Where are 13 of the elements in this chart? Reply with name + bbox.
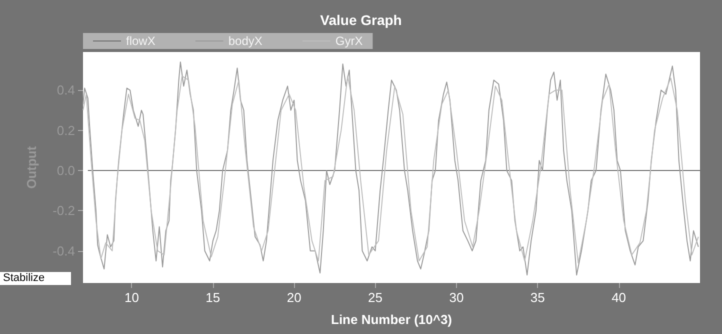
x-axis-title: Line Number (10^3) <box>330 312 452 327</box>
x-tick-label: 15 <box>206 290 220 305</box>
legend-label: flowX <box>126 34 156 48</box>
x-tick-label: 10 <box>124 290 139 305</box>
x-tick-label: 20 <box>286 290 302 305</box>
stabilize-button: Stabilize <box>0 272 71 285</box>
x-tick-label: 30 <box>449 290 464 305</box>
x-tick-label: 40 <box>612 290 626 305</box>
legend-label: GyrX <box>335 34 363 48</box>
x-tick-label: 35 <box>530 290 545 305</box>
x-tick-label: 25 <box>368 290 382 305</box>
chart-title: Value Graph <box>320 12 402 28</box>
legend-label: bodyX <box>228 34 262 48</box>
